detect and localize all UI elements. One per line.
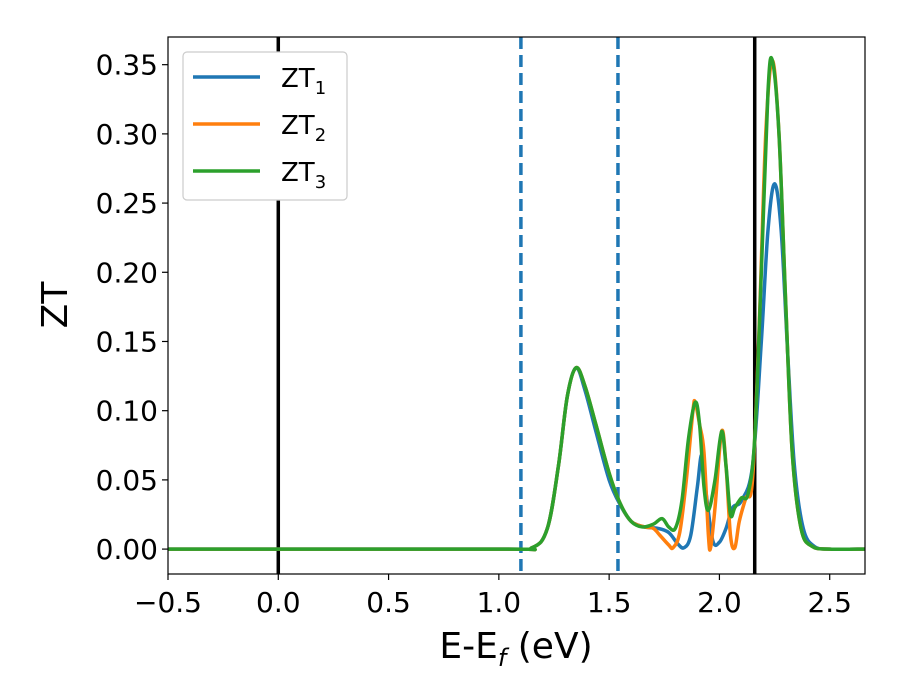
x-tick-label: 0.0 bbox=[256, 586, 301, 619]
y-tick-label: 0.15 bbox=[96, 325, 158, 358]
legend-box bbox=[182, 51, 348, 201]
x-axis-title: E-Ef (eV) bbox=[439, 626, 592, 672]
y-tick-label: 0.05 bbox=[96, 464, 158, 497]
legend-entry-zt3: ZT3 bbox=[193, 158, 326, 193]
x-tick-label: 0.5 bbox=[366, 586, 411, 619]
y-tick-label: 0.30 bbox=[96, 118, 158, 151]
y-tick-label: 0.35 bbox=[96, 49, 158, 82]
x-tick-label: 2.5 bbox=[807, 586, 852, 619]
x-tick-label: 1.0 bbox=[477, 586, 522, 619]
y-tick-label: 0.00 bbox=[96, 533, 158, 566]
legend-label: ZT1 bbox=[281, 64, 326, 99]
x-axis-title-main: E-E bbox=[439, 626, 497, 667]
y-tick-label: 0.20 bbox=[96, 256, 158, 289]
series-line-zt3 bbox=[168, 55, 865, 552]
y-tick-label: 0.10 bbox=[96, 395, 158, 428]
x-tick-label: −0.5 bbox=[134, 586, 202, 619]
legend: ZT1 ZT2 ZT3 bbox=[182, 51, 348, 201]
legend-entry-zt1: ZT1 bbox=[193, 64, 326, 99]
x-tick-label: 2.0 bbox=[697, 586, 742, 619]
x-axis-title-rest: (eV) bbox=[506, 626, 592, 667]
legend-label: ZT3 bbox=[281, 158, 326, 193]
legend-label: ZT2 bbox=[281, 111, 326, 146]
series-lines bbox=[168, 55, 865, 552]
x-axis-ticks: −0.5 0.0 0.5 1.0 1.5 2.0 2.5 bbox=[134, 574, 852, 619]
x-tick-label: 1.5 bbox=[587, 586, 632, 619]
legend-entry-zt2: ZT2 bbox=[193, 111, 326, 146]
y-tick-label: 0.25 bbox=[96, 187, 158, 220]
plot-frame bbox=[167, 36, 866, 575]
y-axis-ticks: 0.00 0.05 0.10 0.15 0.20 0.25 0.30 0.35 bbox=[96, 49, 168, 566]
y-axis-title: ZT bbox=[35, 281, 76, 329]
